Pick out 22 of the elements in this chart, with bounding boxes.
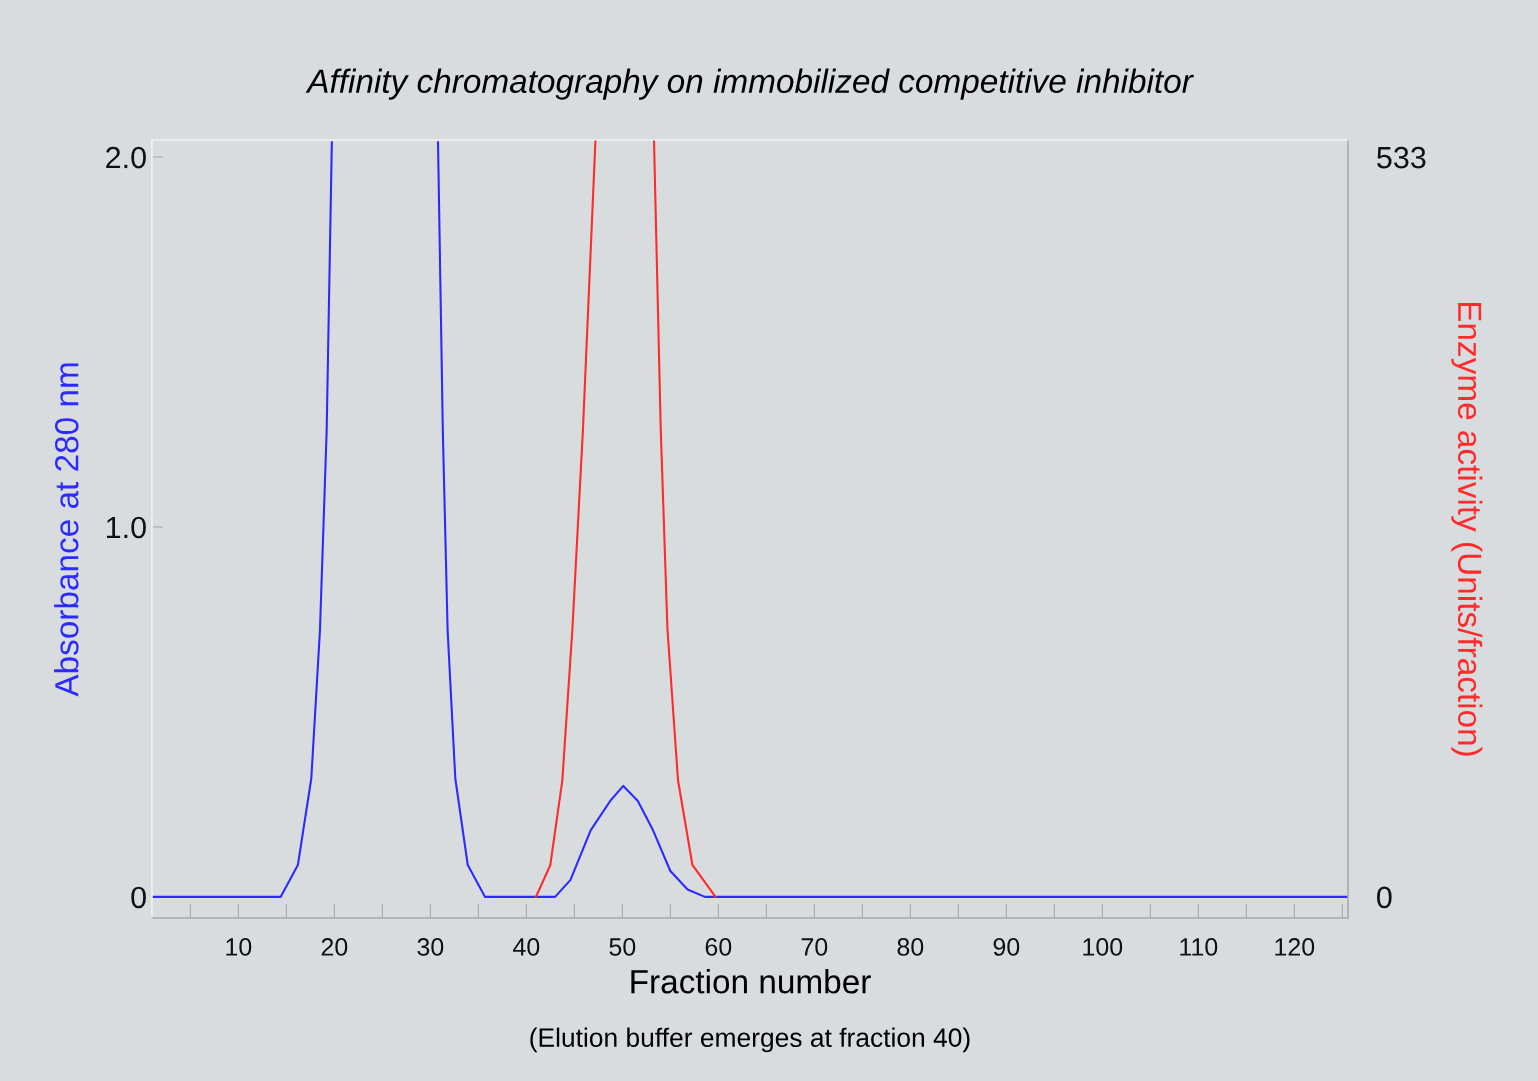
chart-title: Affinity chromatography on immobilized competitive inhibitor <box>305 68 1194 100</box>
x-tick-label: 40 <box>513 938 540 956</box>
x-tick-label: 80 <box>897 938 924 956</box>
y-axis-title: Absorbance at 280 nm <box>54 363 79 697</box>
text: (Elution buffer emerges at fraction 40) <box>530 1027 970 1053</box>
y-tick-label: 0 <box>131 886 146 909</box>
x-tick-label: 90 <box>993 938 1020 956</box>
x-tick-label: 100 <box>1083 938 1123 956</box>
y2-tick-label: 533 <box>1377 146 1426 169</box>
y-tick-label: 2.0 <box>106 146 146 169</box>
y2-axis-title: Enzyme activity (Units/fraction) <box>1451 302 1483 756</box>
x-tick-label: 50 <box>609 938 636 956</box>
x-tick-label: 110 <box>1180 938 1218 956</box>
x-axis-title: Fraction number <box>631 969 871 994</box>
x-tick-label: 70 <box>801 938 828 956</box>
x-tick-label: 10 <box>226 938 252 956</box>
x-tick-label: 120 <box>1275 938 1315 956</box>
x-tick-label: 30 <box>417 938 444 956</box>
y-tick-label: 1.0 <box>106 516 146 539</box>
y2-tick-label: 0 <box>1377 886 1392 909</box>
x-tick-label: 60 <box>705 938 732 956</box>
x-tick-label: 20 <box>321 938 348 956</box>
